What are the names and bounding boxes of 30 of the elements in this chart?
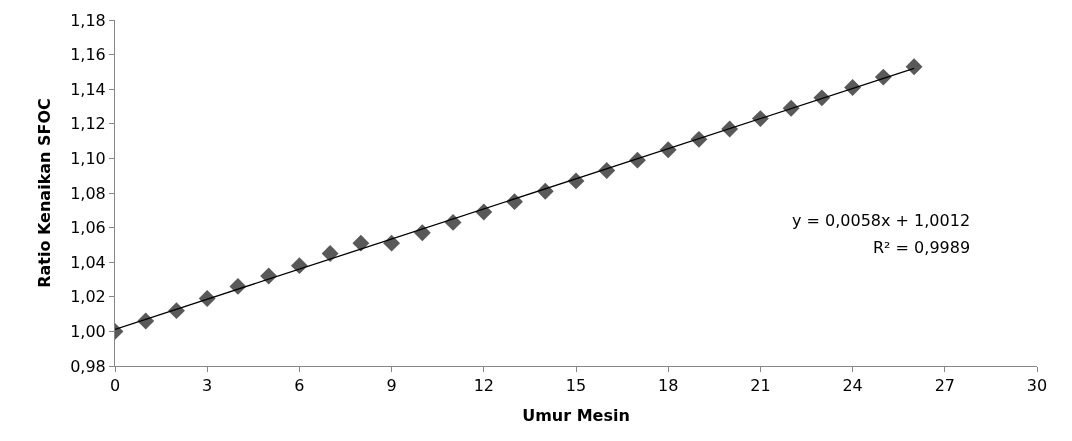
x-axis-title: Umur Mesin bbox=[522, 405, 630, 425]
y-tick-label: 1,00 bbox=[70, 322, 106, 341]
x-tick-label: 15 bbox=[565, 376, 587, 396]
x-tick-label: 0 bbox=[109, 376, 121, 396]
y-tick-label: 1,06 bbox=[70, 218, 106, 238]
point bbox=[383, 234, 401, 252]
y-axis-title: Ratio Kenaikan SFOC bbox=[35, 98, 55, 288]
y-tick-label: 1,04 bbox=[70, 252, 106, 272]
point bbox=[905, 58, 923, 76]
annotation: y = 0,0058x + 1,0012 bbox=[792, 211, 971, 230]
y-tick-label: 1,02 bbox=[70, 287, 106, 307]
y-tick-label: 1,10 bbox=[70, 149, 106, 168]
annotation: R² = 0,9989 bbox=[873, 238, 971, 257]
x-tick-label: 21 bbox=[750, 376, 771, 396]
x-tick-label: 12 bbox=[473, 376, 494, 396]
x-tick-label: 30 bbox=[1026, 376, 1048, 396]
x-tick-label: 9 bbox=[386, 376, 397, 396]
x-tick-label: 18 bbox=[658, 376, 679, 396]
x-tick-label: 27 bbox=[934, 376, 955, 396]
y-tick-label: 1,16 bbox=[70, 45, 106, 65]
y-tick-label: 0,98 bbox=[70, 356, 106, 376]
x-tick-label: 3 bbox=[202, 376, 213, 396]
point bbox=[352, 234, 370, 252]
y-tick-label: 1,14 bbox=[70, 79, 106, 99]
point bbox=[321, 245, 339, 262]
y-tick-label: 1,18 bbox=[70, 10, 106, 30]
y-tick-label: 1,12 bbox=[70, 114, 106, 134]
y-tick-label: 1,08 bbox=[70, 183, 106, 203]
x-tick-label: 6 bbox=[294, 376, 305, 396]
x-tick-label: 24 bbox=[842, 376, 863, 396]
